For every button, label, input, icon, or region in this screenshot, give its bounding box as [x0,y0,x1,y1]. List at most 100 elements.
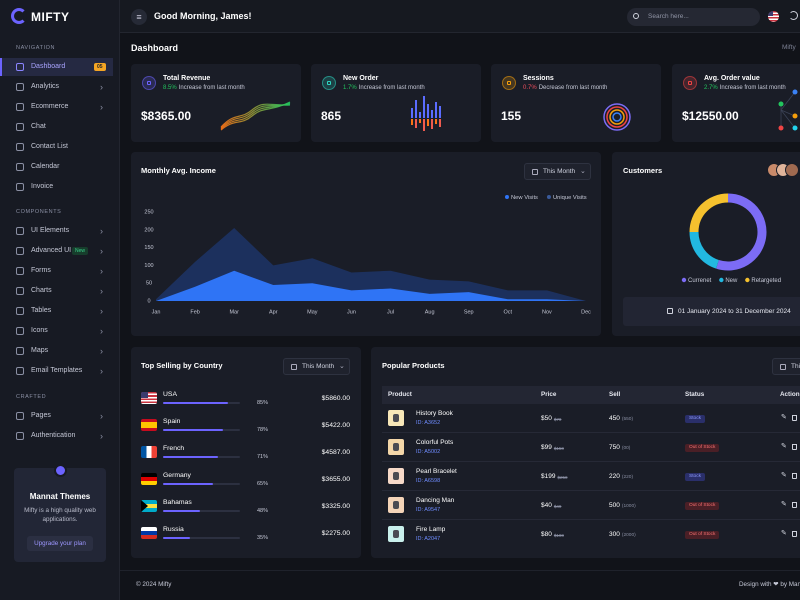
product-thumb-figure [393,530,399,538]
stat-icon-dot [147,81,151,85]
nav-item[interactable]: Invoice [0,178,113,196]
product-id: ID: A5002 [416,449,441,455]
nav-chevron: › [100,366,103,376]
nav-chevron: › [100,411,103,421]
date-range: 01 January 2024 to 31 December 2024 [678,307,791,315]
upgrade-button[interactable]: Upgrade your plan [27,536,93,551]
nav-chevron: › [100,266,103,276]
nav-label: Analytics [31,83,60,90]
product-name: Fire Lamp [416,526,446,533]
column-header: Price [541,391,557,398]
nav-section-title: COMPONENTS [16,209,62,215]
product-name: Dancing Man [416,497,455,504]
stat-title: Avg. Order value [704,75,760,82]
stat-value: 155 [501,109,522,123]
nav-item[interactable]: Chat [0,118,113,136]
nav-chevron: › [100,246,103,256]
delete-action[interactable] [792,473,797,479]
dropdown-caret: ⌄ [580,168,586,175]
promo-title: Mannat Themes [29,492,91,501]
edit-action[interactable]: ✎ [781,472,787,479]
progress-fill [163,429,224,431]
edit-action[interactable]: ✎ [781,501,787,508]
footer-copyright: © 2024 Mifty [136,581,172,588]
product-sell: 750 [609,444,620,451]
nav-label: Ecommerce [31,103,69,110]
progress-fill [163,402,229,404]
top-selling-card [131,347,361,558]
stat-value: 865 [321,109,342,123]
nav-chevron: › [100,431,103,441]
stat-icon [502,76,516,90]
stat-icon [683,76,697,90]
delete-action[interactable] [792,415,797,421]
chart-title: Monthly Avg. Income [141,166,216,175]
nav-icon [16,63,24,71]
table-header [382,386,800,404]
edit-action[interactable]: ✎ [781,414,787,421]
nav-item[interactable]: Pages › [0,407,113,425]
products-card [371,347,800,558]
progress-fill [163,483,214,485]
nav-item[interactable]: Tables › [0,302,113,320]
progress-track [163,537,240,539]
row-divider [382,490,800,491]
filter-label: This Month [543,168,576,175]
greeting: Good Morning, James! [154,11,252,21]
nav-item[interactable]: Icons › [0,322,113,340]
stat-icon [142,76,156,90]
nav-icon [16,123,24,131]
edit-action[interactable]: ✎ [781,530,787,537]
country-flag [141,527,157,539]
calendar-icon [667,308,673,314]
delete-action[interactable] [792,502,797,508]
delete-action[interactable] [792,444,797,450]
card-title: Popular Products [382,361,445,370]
stat-note: Increase from last month [719,85,786,91]
promo-card: Mannat Themes Mifty is a high quality web… [14,464,106,562]
nav-item[interactable]: Analytics › [0,78,113,96]
nav-item[interactable]: Authentication › [0,427,113,445]
nav-item[interactable]: Maps › [0,342,113,360]
delete-action[interactable] [792,531,797,537]
nav-item[interactable]: Forms › [0,262,113,280]
stat-change: 0.7% [523,85,537,91]
dropdown-caret: ⌄ [339,363,345,370]
product-id: ID: A3652 [416,420,441,426]
nav-item[interactable]: Advanced UI New › [0,242,113,260]
progress-label: 78% [257,427,269,433]
product-price: $50 [541,415,552,422]
stat-icon-dot [507,81,511,85]
nav-item[interactable]: Charts › [0,282,113,300]
nav-item[interactable]: Email Templates › [0,362,113,380]
country-name: Russia [163,526,184,533]
nav-label: Forms [31,267,51,274]
filter-dropdown[interactable]: This Month⌄ [283,358,350,375]
country-name: Germany [163,472,191,479]
nav-item[interactable]: Contact List [0,138,113,156]
country-amount: $4587.00 [321,449,350,456]
nav-label: Charts [31,287,52,294]
filter-dropdown[interactable]: This Month ⌄ [524,163,591,180]
product-old-price: $49 [553,503,562,509]
filter-dropdown[interactable]: This Month⌄ [772,358,800,375]
customer-avatar [785,163,799,177]
promo-text: Mifty is a high quality web applications… [24,507,96,523]
theme-toggle[interactable] [789,11,798,20]
nav-item[interactable]: UI Elements › [0,222,113,240]
menu-button[interactable] [131,9,147,25]
page-title: Dashboard [131,43,179,53]
nav-item[interactable]: Dashboard 05 [0,58,113,76]
nav-label: Chat [31,123,46,130]
stat-title: Total Revenue [163,75,211,82]
stat-change: 1.7% [343,85,357,91]
language-flag[interactable] [768,11,779,22]
promo-icon [54,464,67,477]
search-box[interactable]: Search here... [627,8,760,26]
nav-icon [16,327,24,335]
nav-item[interactable]: Ecommerce › [0,98,113,116]
column-header: Status [685,391,705,398]
nav-item[interactable]: Calendar [0,158,113,176]
calendar-icon [780,364,786,370]
edit-action[interactable]: ✎ [781,443,787,450]
